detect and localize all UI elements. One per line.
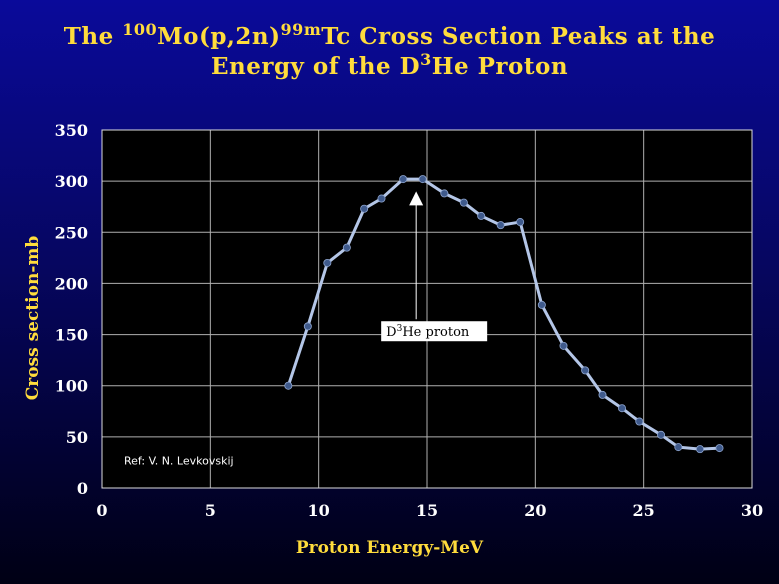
x-tick-label: 0 (96, 501, 107, 520)
annotation-arrow-head (409, 191, 424, 206)
data-point (657, 430, 666, 439)
data-point (342, 243, 351, 252)
x-tick-label: 10 (308, 501, 330, 520)
y-axis-label: Cross section-mb (23, 235, 43, 401)
reference-note: Ref: V. N. Levkovskij (124, 454, 234, 467)
data-point (674, 443, 683, 452)
y-tick-label: 350 (55, 121, 88, 140)
data-point (399, 175, 408, 184)
data-point (537, 300, 546, 309)
data-point (696, 445, 705, 454)
y-tick-label: 200 (55, 274, 88, 293)
y-tick-label: 0 (77, 479, 88, 498)
data-point (581, 366, 590, 375)
data-point (303, 322, 312, 331)
data-point (715, 444, 724, 453)
annotation-label: D3He proton (386, 324, 470, 340)
y-tick-label: 300 (55, 172, 88, 191)
data-point (360, 204, 369, 213)
x-tick-label: 20 (524, 501, 546, 520)
x-tick-label: 30 (741, 501, 763, 520)
x-tick-label: 25 (633, 501, 655, 520)
x-tick-label: 5 (205, 501, 216, 520)
data-point (459, 198, 468, 207)
data-point (477, 211, 486, 220)
y-tick-label: 150 (55, 326, 88, 345)
x-axis-label: Proton Energy-MeV (295, 538, 484, 558)
plot-border (101, 129, 753, 489)
data-point (496, 221, 505, 230)
chart-title: The 100Mo(p,2n)99mTc Cross Section Peaks… (0, 22, 779, 82)
y-tick-label: 50 (66, 428, 88, 447)
annotation-label-box (381, 321, 488, 342)
data-point (618, 404, 627, 413)
x-tick-label: 15 (416, 501, 438, 520)
data-point (559, 341, 568, 350)
data-point (440, 189, 449, 198)
data-point (377, 194, 386, 203)
title-line-2: Energy of the D3He Proton (210, 50, 569, 81)
data-point (418, 175, 427, 184)
data-point (284, 381, 293, 390)
data-point (323, 258, 332, 267)
data-point (635, 417, 644, 426)
title-line-1: The 100Mo(p,2n)99mTc Cross Section Peaks… (63, 20, 716, 51)
y-tick-label: 100 (55, 377, 88, 396)
data-point (516, 218, 525, 227)
y-tick-label: 250 (55, 223, 88, 242)
data-point (598, 390, 607, 399)
